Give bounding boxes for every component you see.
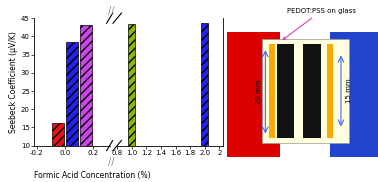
Text: 15 mm: 15 mm xyxy=(345,79,352,103)
Text: Formic Acid Concentration (%): Formic Acid Concentration (%) xyxy=(34,171,151,180)
Bar xyxy=(269,44,275,138)
Bar xyxy=(51,123,64,146)
Text: //: // xyxy=(108,6,115,16)
Bar xyxy=(286,44,292,138)
Bar xyxy=(277,44,294,138)
Text: //: // xyxy=(108,157,115,167)
Bar xyxy=(310,44,316,138)
Bar xyxy=(262,39,349,143)
Y-axis label: Seebeck Coefficient (μV/K): Seebeck Coefficient (μV/K) xyxy=(9,31,18,133)
Bar xyxy=(327,44,333,138)
Text: 20 mm: 20 mm xyxy=(256,80,262,104)
Bar xyxy=(65,42,78,146)
Bar xyxy=(79,25,92,146)
Bar xyxy=(227,32,280,157)
Text: PEDOT:PSS on glass: PEDOT:PSS on glass xyxy=(283,8,356,40)
Bar xyxy=(129,24,135,146)
Bar xyxy=(303,44,321,138)
Bar xyxy=(201,23,208,146)
Bar xyxy=(330,32,378,157)
Text: Hot: Hot xyxy=(243,165,263,175)
Text: Cold: Cold xyxy=(342,165,366,175)
